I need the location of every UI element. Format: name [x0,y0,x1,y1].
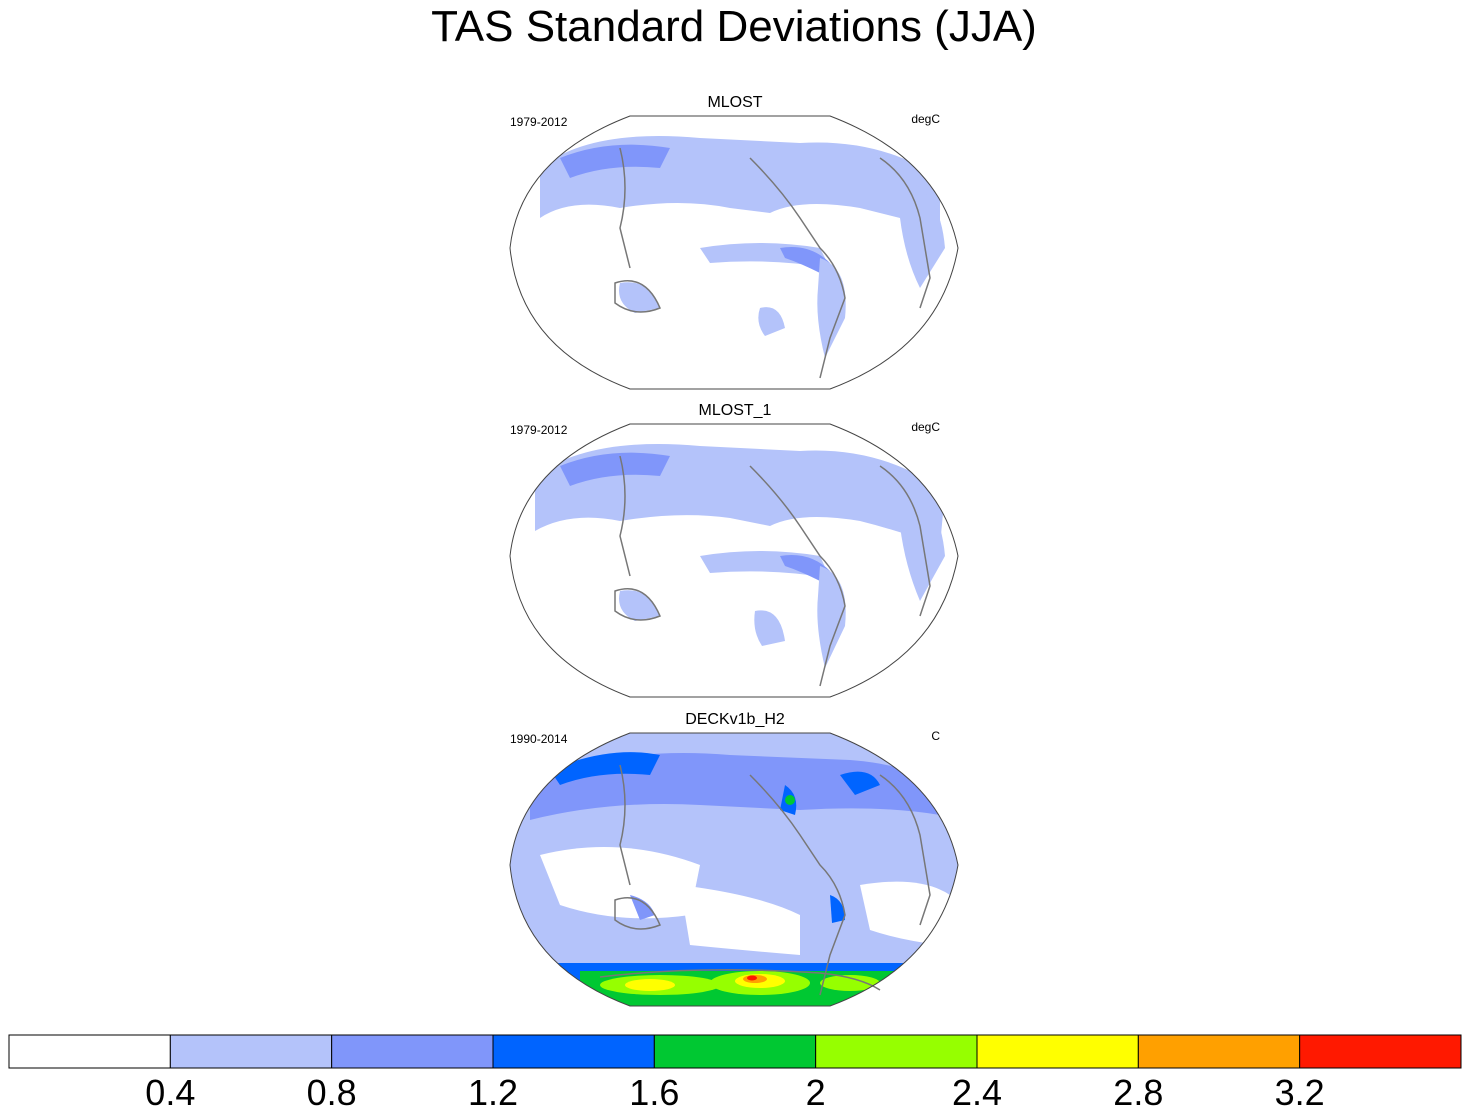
colorbar-swatch [169,1034,333,1069]
figure-title: TAS Standard Deviations (JJA) [431,2,1037,51]
panel-units: degC [911,112,940,126]
panel-title: MLOST [707,94,763,111]
colorbar-swatch [976,1034,1139,1069]
colorbar-tick-label: 2 [805,1072,826,1113]
world-map [509,115,959,390]
panel-units: degC [911,420,940,434]
world-map [509,732,959,1007]
colorbar-tick-label: 2.8 [1113,1072,1164,1113]
colorbar-swatch [815,1034,978,1069]
map-panel-deckv1b-h2: DECKv1b_H2 1990-2014 C [500,711,970,1015]
panel-title: DECKv1b_H2 [685,711,785,728]
colorbar-swatch [653,1034,817,1069]
colorbar-swatch [8,1034,171,1069]
colorbar-tick-label: 0.4 [145,1072,196,1113]
panel-period: 1979-2012 [510,423,568,437]
colorbar-tick-label: 2.4 [951,1072,1003,1113]
panel-units: C [931,729,940,743]
colorbar [8,1034,1462,1069]
colorbar-swatch [331,1034,494,1069]
panel-period: 1979-2012 [510,115,568,129]
map-panel-mlost: MLOST 1979-2012 degC [500,94,970,398]
map-panel-mlost-1: MLOST_1 1979-2012 degC [500,402,970,706]
colorbar-tick-label: 0.8 [306,1072,357,1113]
world-map [509,423,959,698]
colorbar-tick-label: 1.2 [467,1072,519,1113]
colorbar-tick-label: 1.6 [629,1072,680,1113]
colorbar-tick-label: 3.2 [1274,1072,1325,1113]
panel-title: MLOST_1 [698,402,772,419]
panel-period: 1990-2014 [510,732,568,746]
colorbar-swatch [1137,1034,1301,1069]
colorbar-swatch [492,1034,655,1069]
colorbar-swatch [1299,1034,1462,1069]
